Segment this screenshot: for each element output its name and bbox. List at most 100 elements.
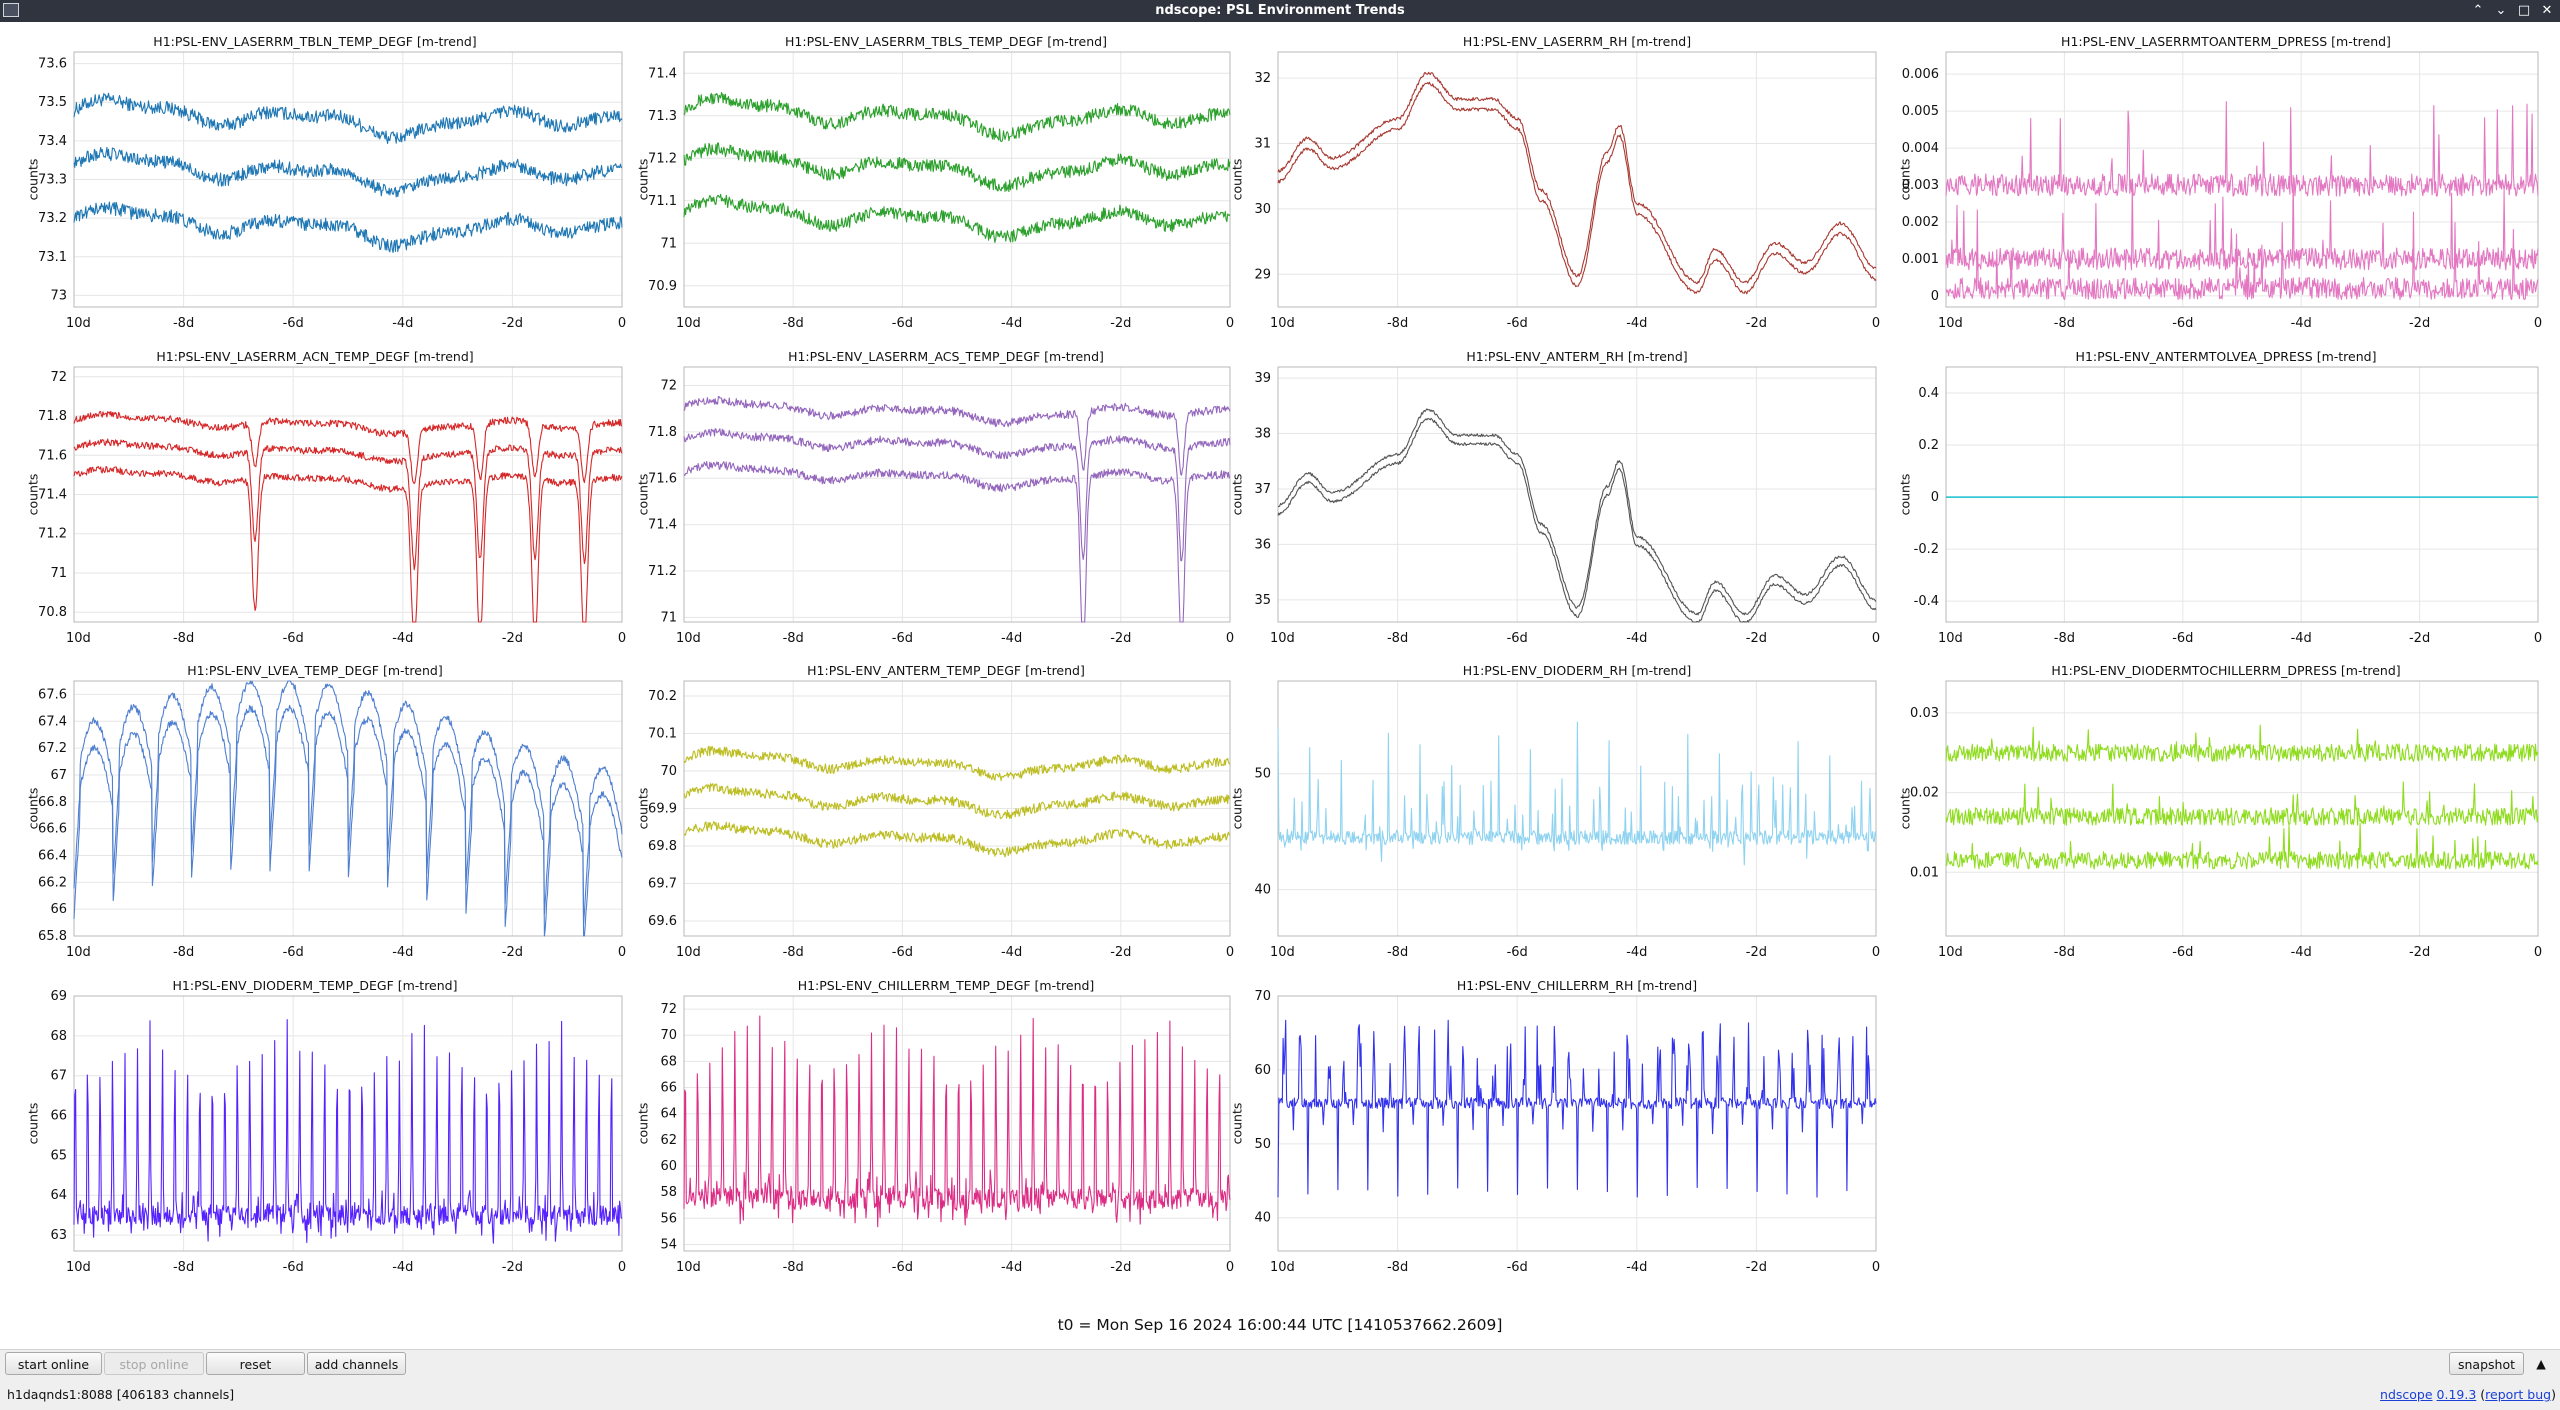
plot-canvas[interactable]: 10d -8d -6d -4d -2d 0 72 71.8 71.6 71.4 71.2 71 70.8 — [0, 336, 630, 651]
plot-panel[interactable]: H1:PSL-ENV_DIODERM_TEMP_DEGF [m-trend] co… — [0, 965, 630, 1283]
y-tick-label: 0.02 — [1910, 786, 1939, 801]
add-channels-button[interactable]: add channels — [307, 1352, 406, 1375]
x-tick-label: -6d — [892, 631, 913, 646]
series-line — [683, 461, 1231, 623]
plot-title: H1:PSL-ENV_LASERRM_RH [m-trend] — [1462, 34, 1692, 49]
plot-title: H1:PSL-ENV_LASERRM_TBLN_TEMP_DEGF [m-tre… — [153, 34, 477, 49]
x-tick-label: -8d — [783, 316, 804, 331]
start-online-button[interactable]: start online — [5, 1352, 102, 1375]
x-tick-label: 0 — [2534, 631, 2542, 646]
plot-title: H1:PSL-ENV_CHILLERRM_TEMP_DEGF [m-trend] — [797, 978, 1095, 993]
plot-panel[interactable]: H1:PSL-ENV_ANTERMTOLVEA_DPRESS [m-trend]… — [1892, 336, 2560, 651]
x-tick-label: 10d — [66, 945, 91, 960]
plot-panel[interactable]: H1:PSL-ENV_LASERRMTOANTERM_DPRESS [m-tre… — [1892, 22, 2560, 336]
plot-panel[interactable]: H1:PSL-ENV_CHILLERRM_TEMP_DEGF [m-trend]… — [630, 965, 1262, 1283]
y-tick-label: 73 — [50, 288, 67, 303]
x-tick-label: -8d — [783, 631, 804, 646]
x-tick-label: -4d — [1001, 1260, 1022, 1275]
plot-canvas[interactable]: 10d -8d -6d -4d -2d 0 39 38 37 36 35 — [1254, 336, 1892, 651]
y-tick-label: 73.2 — [38, 211, 67, 226]
plot-canvas[interactable]: 10d -8d -6d -4d -2d 0 70.2 70.1 70 69.9 69.8 69.7 69… — [630, 651, 1262, 965]
restore-icon[interactable]: ⌄ — [2495, 3, 2507, 18]
version-link[interactable]: 0.19.3 — [2436, 1387, 2477, 1402]
x-tick-label: -4d — [392, 316, 413, 331]
plot-canvas[interactable]: 10d -8d -6d -4d -2d 0 50 40 — [1254, 651, 1892, 965]
plot-canvas[interactable]: 10d -8d -6d -4d -2d 0 0.006 0.005 0.004 0.003 0.00… — [1892, 22, 2560, 336]
maximize-icon[interactable]: □ — [2517, 3, 2531, 18]
report-bug-link[interactable]: report bug — [2485, 1387, 2552, 1402]
x-tick-label: -6d — [283, 1260, 304, 1275]
x-tick-label: 10d — [1270, 631, 1295, 646]
y-tick-label: 71.4 — [648, 518, 677, 533]
x-tick-label: -6d — [2172, 316, 2193, 331]
ndscope-link[interactable]: ndscope — [2380, 1387, 2433, 1402]
x-tick-label: 0 — [1872, 631, 1880, 646]
plot-panel[interactable]: H1:PSL-ENV_CHILLERRM_RH [m-trend] counts 1… — [1229, 965, 1892, 1283]
plot-frame — [73, 366, 623, 623]
window-titlebar: ndscope: PSL Environment Trends ⌃ ⌄ □ ✕ — [0, 0, 2560, 22]
y-tick-label: 70 — [660, 1028, 677, 1043]
plot-panel[interactable]: H1:PSL-ENV_LASERRM_ACS_TEMP_DEGF [m-tren… — [630, 336, 1262, 651]
stop-online-button[interactable]: stop online — [104, 1352, 204, 1375]
plot-title: H1:PSL-ENV_CHILLERRM_RH [m-trend] — [1456, 978, 1698, 993]
plot-frame — [683, 366, 1231, 623]
plot-panel[interactable]: H1:PSL-ENV_LVEA_TEMP_DEGF [m-trend] count… — [0, 651, 630, 965]
plot-canvas[interactable]: 10d -8d -6d -4d -2d 0 0.03 0.02 0.01 — [1892, 651, 2560, 965]
plot-panel[interactable]: H1:PSL-ENV_ANTERM_RH [m-trend] counts 10d -… — [1229, 336, 1892, 651]
x-tick-label: -6d — [1507, 945, 1528, 960]
y-tick-label: 66 — [660, 1081, 677, 1096]
plot-canvas[interactable]: 10d -8d -6d -4d -2d 0 67.6 67.4 67.2 67 66.8 66.6 66… — [0, 651, 630, 965]
x-tick-label: 10d — [66, 631, 91, 646]
plot-canvas[interactable]: 10d -8d -6d -4d -2d 0 72 70 68 66 64 62 60 58 56 54 — [630, 965, 1262, 1283]
plot-panel[interactable]: H1:PSL-ENV_ANTERM_TEMP_DEGF [m-trend] cou… — [630, 651, 1262, 965]
y-tick-label: 73.4 — [38, 134, 67, 149]
plot-canvas[interactable]: 10d -8d -6d -4d -2d 0 32 31 30 29 — [1254, 22, 1892, 336]
plot-panel[interactable]: H1:PSL-ENV_LASERRM_TBLS_TEMP_DEGF [m-tre… — [630, 22, 1262, 336]
plot-frame — [73, 995, 623, 1252]
x-tick-label: -2d — [502, 631, 523, 646]
y-tick-label: 69.9 — [648, 802, 677, 817]
series-line — [683, 142, 1231, 193]
plot-panel[interactable]: H1:PSL-ENV_LASERRM_RH [m-trend] counts 10d… — [1229, 22, 1892, 336]
y-tick-label: 69.7 — [648, 877, 677, 892]
plot-panel[interactable]: H1:PSL-ENV_LASERRM_TBLN_TEMP_DEGF [m-tre… — [0, 22, 630, 336]
y-tick-label: 60 — [1254, 1063, 1271, 1078]
minimize-icon[interactable]: ⌃ — [2472, 3, 2484, 18]
x-tick-label: -2d — [2409, 631, 2430, 646]
series-line — [1945, 724, 2539, 763]
y-tick-label: 32 — [1254, 71, 1271, 86]
plot-canvas[interactable]: 10d -8d -6d -4d -2d 0 72 71.8 71.6 71.4 71.2 71 — [630, 336, 1262, 651]
y-tick-label: 64 — [50, 1188, 67, 1203]
y-tick-label: 0.2 — [1918, 438, 1939, 453]
plot-canvas[interactable]: 10d -8d -6d -4d -2d 0 73.6 73.5 73.4 73.3 73.2 73.1… — [0, 22, 630, 336]
plot-frame — [73, 680, 623, 937]
plot-title: H1:PSL-ENV_ANTERMTOLVEA_DPRESS [m-trend] — [2075, 349, 2377, 364]
y-tick-label: 50 — [1254, 767, 1271, 782]
x-tick-label: 10d — [1938, 631, 1963, 646]
plot-panel[interactable]: H1:PSL-ENV_DIODERM_RH [m-trend] counts 10d… — [1229, 651, 1892, 965]
y-tick-label: 56 — [660, 1211, 677, 1226]
plot-canvas[interactable]: 10d -8d -6d -4d -2d 0 69 68 67 66 65 64 63 — [0, 965, 630, 1283]
plot-canvas[interactable]: 10d -8d -6d -4d -2d 0 71.4 71.3 71.2 71.1 71 70.9 — [630, 22, 1262, 336]
plot-panel[interactable]: H1:PSL-ENV_DIODERMTOCHILLERRM_DPRESS [m-… — [1892, 651, 2560, 965]
x-tick-label: -2d — [2409, 945, 2430, 960]
plot-panel[interactable]: H1:PSL-ENV_LASERRM_ACN_TEMP_DEGF [m-tren… — [0, 336, 630, 651]
y-tick-label: 0 — [1931, 490, 1939, 505]
y-tick-label: 69.8 — [648, 839, 677, 854]
y-tick-label: 71.6 — [648, 471, 677, 486]
y-tick-label: -0.2 — [1914, 542, 1939, 557]
reset-button[interactable]: reset — [206, 1352, 305, 1375]
plot-title: H1:PSL-ENV_LASERRM_ACS_TEMP_DEGF [m-tren… — [788, 349, 1104, 364]
plot-canvas[interactable]: 10d -8d -6d -4d -2d 0 70 60 50 40 — [1254, 965, 1892, 1283]
y-tick-label: 35 — [1254, 593, 1271, 608]
plot-canvas[interactable]: 10d -8d -6d -4d -2d 0 0.4 0.2 0 -0.2 -0.4 — [1892, 336, 2560, 651]
y-tick-label: 71 — [50, 566, 67, 581]
snapshot-button[interactable]: snapshot — [2449, 1352, 2524, 1375]
x-tick-label: -6d — [892, 1260, 913, 1275]
close-icon[interactable]: ✕ — [2541, 3, 2553, 18]
expand-up-icon[interactable]: ▲ — [2536, 1356, 2546, 1371]
series-line — [683, 92, 1231, 142]
x-tick-label: 0 — [618, 316, 626, 331]
y-tick-label: 70.1 — [648, 727, 677, 742]
x-tick-label: -4d — [1001, 945, 1022, 960]
